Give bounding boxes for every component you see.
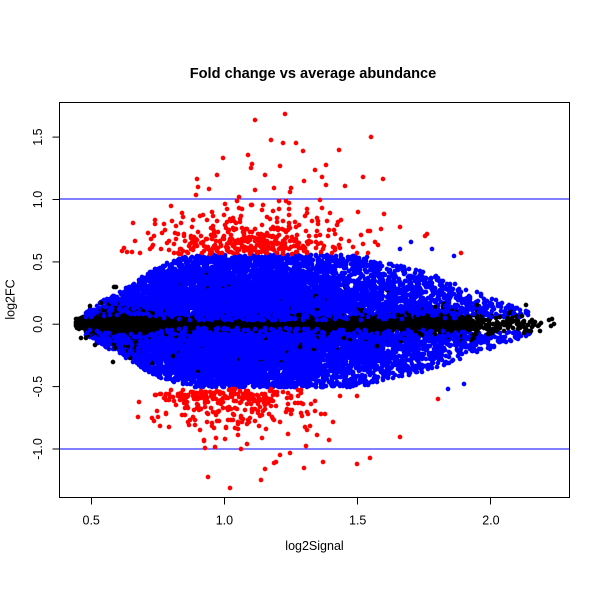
svg-text:0.5: 0.5 (83, 514, 100, 528)
svg-text:-0.5: -0.5 (31, 376, 45, 398)
svg-text:1.0: 1.0 (216, 514, 233, 528)
svg-text:1.5: 1.5 (349, 514, 366, 528)
svg-text:-1.0: -1.0 (31, 438, 45, 460)
svg-text:log2FC: log2FC (4, 279, 18, 319)
svg-text:Fold change vs average abundan: Fold change vs average abundance (190, 66, 437, 82)
svg-text:1.0: 1.0 (31, 191, 45, 208)
svg-text:1.5: 1.5 (31, 128, 45, 145)
svg-text:log2Signal: log2Signal (285, 539, 343, 553)
svg-text:0.0: 0.0 (31, 315, 45, 332)
svg-text:0.5: 0.5 (31, 253, 45, 270)
svg-text:2.0: 2.0 (482, 514, 499, 528)
